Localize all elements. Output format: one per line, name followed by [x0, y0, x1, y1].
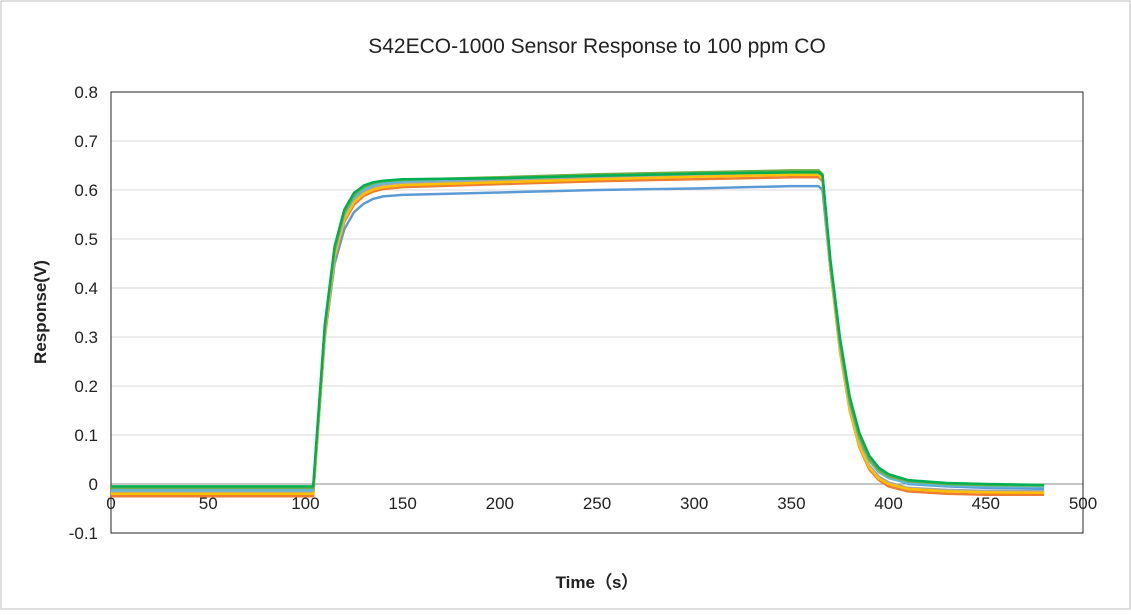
x-axis-label: Time（s）: [556, 572, 639, 592]
y-tick-label: 0.3: [74, 328, 98, 347]
chart-title: S42ECO-1000 Sensor Response to 100 ppm C…: [368, 35, 826, 58]
series-lines: [111, 169, 1045, 498]
y-tick-label: 0.2: [74, 377, 98, 396]
y-tick-label: 0: [89, 475, 98, 494]
x-tick-label: 150: [388, 494, 416, 513]
x-tick-label: 450: [972, 494, 1000, 513]
x-tick-label: 0: [106, 494, 115, 513]
x-tick-label: 300: [680, 494, 708, 513]
y-tick-label: 0.4: [74, 279, 98, 298]
y-tick-label: 0.6: [74, 181, 98, 200]
x-tick-label: 350: [777, 494, 805, 513]
y-tick-labels: -0.1 0 0.1 0.2 0.3 0.4 0.5 0.6 0.7 0.8: [69, 83, 98, 543]
y-tick-label: -0.1: [69, 524, 98, 543]
plot-area-border: [110, 91, 1084, 534]
x-tick-label: 200: [486, 494, 514, 513]
y-tick-label: 0.8: [74, 83, 98, 102]
y-tick-label: 0.5: [74, 230, 98, 249]
y-axis-label: Response(V): [31, 260, 50, 364]
series-line-7: [111, 171, 1045, 488]
y-tick-label: 0.1: [74, 426, 98, 445]
x-tick-label: 500: [1069, 494, 1097, 513]
x-tick-label: 100: [291, 494, 319, 513]
x-tick-labels: 0 50 100 150 200 250 300 350 400 450 500: [106, 494, 1097, 513]
x-tick-label: 50: [199, 494, 218, 513]
x-tick-label: 250: [583, 494, 611, 513]
y-tick-label: 0.7: [74, 132, 98, 151]
x-tick-label: 400: [874, 494, 902, 513]
